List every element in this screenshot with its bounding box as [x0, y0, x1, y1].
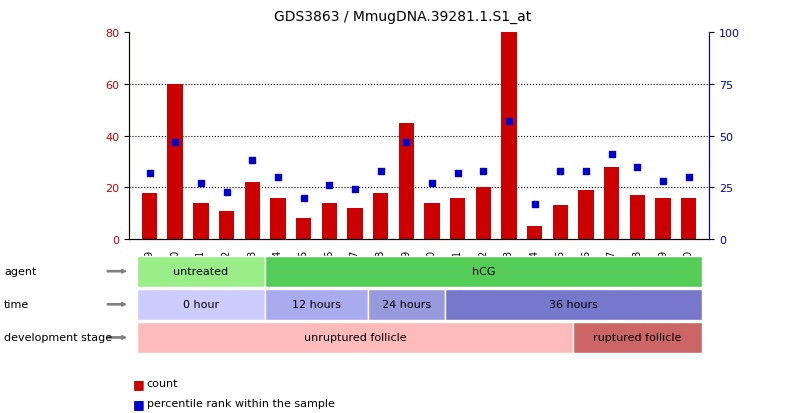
Point	[143, 170, 156, 177]
Bar	[604, 167, 619, 240]
Point	[605, 152, 618, 158]
Bar	[347, 209, 363, 240]
Text: unruptured follicle: unruptured follicle	[304, 332, 406, 343]
Bar	[270, 198, 285, 240]
Point	[374, 168, 387, 175]
Point	[503, 119, 516, 125]
Text: untreated: untreated	[173, 266, 228, 277]
Text: 36 hours: 36 hours	[549, 299, 597, 310]
Point	[451, 170, 464, 177]
Point	[400, 139, 413, 146]
Point	[631, 164, 644, 171]
Point	[528, 201, 541, 208]
Point	[194, 180, 207, 187]
Text: ruptured follicle: ruptured follicle	[593, 332, 682, 343]
Bar	[168, 85, 183, 240]
Bar	[629, 196, 645, 240]
Text: development stage: development stage	[4, 332, 112, 343]
Point	[272, 174, 285, 181]
Text: agent: agent	[4, 266, 36, 277]
Bar	[219, 211, 235, 240]
Text: ■: ■	[133, 377, 145, 390]
Bar	[501, 33, 517, 240]
Bar	[579, 190, 594, 240]
Bar	[244, 183, 260, 240]
Point	[477, 168, 490, 175]
Point	[348, 187, 361, 193]
Point	[554, 168, 567, 175]
Text: 12 hours: 12 hours	[292, 299, 341, 310]
Bar	[142, 193, 157, 240]
Bar	[322, 204, 337, 240]
Point	[322, 183, 335, 189]
Point	[246, 158, 259, 164]
Point	[297, 195, 310, 202]
Point	[683, 174, 696, 181]
Text: GDS3863 / MmugDNA.39281.1.S1_at: GDS3863 / MmugDNA.39281.1.S1_at	[274, 10, 532, 24]
Bar	[553, 206, 568, 240]
Bar	[193, 204, 209, 240]
Point	[220, 189, 233, 195]
Bar	[399, 123, 414, 240]
Point	[168, 139, 181, 146]
Bar	[476, 188, 491, 240]
Bar	[450, 198, 465, 240]
Bar	[527, 227, 542, 240]
Bar	[655, 198, 671, 240]
Bar	[373, 193, 388, 240]
Text: percentile rank within the sample: percentile rank within the sample	[147, 398, 334, 408]
Text: time: time	[4, 299, 29, 310]
Text: ■: ■	[133, 396, 145, 410]
Point	[426, 180, 438, 187]
Bar	[424, 204, 439, 240]
Text: 24 hours: 24 hours	[382, 299, 431, 310]
Text: hCG: hCG	[472, 266, 495, 277]
Bar	[681, 198, 696, 240]
Point	[580, 168, 592, 175]
Bar	[296, 219, 311, 240]
Point	[657, 178, 670, 185]
Text: count: count	[147, 378, 178, 388]
Text: 0 hour: 0 hour	[183, 299, 219, 310]
